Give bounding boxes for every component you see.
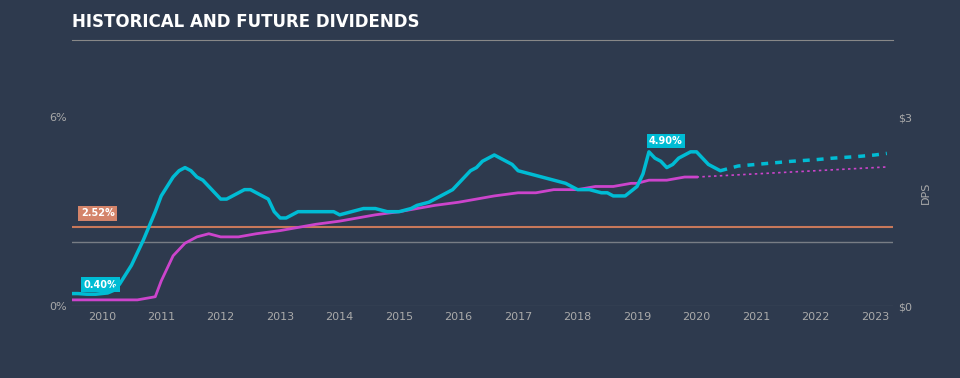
Text: 4.90%: 4.90% — [649, 136, 683, 146]
Y-axis label: DPS: DPS — [921, 181, 930, 204]
Text: HISTORICAL AND FUTURE DIVIDENDS: HISTORICAL AND FUTURE DIVIDENDS — [72, 13, 420, 31]
Text: 0.40%: 0.40% — [84, 280, 118, 290]
Text: 2.52%: 2.52% — [81, 208, 114, 218]
